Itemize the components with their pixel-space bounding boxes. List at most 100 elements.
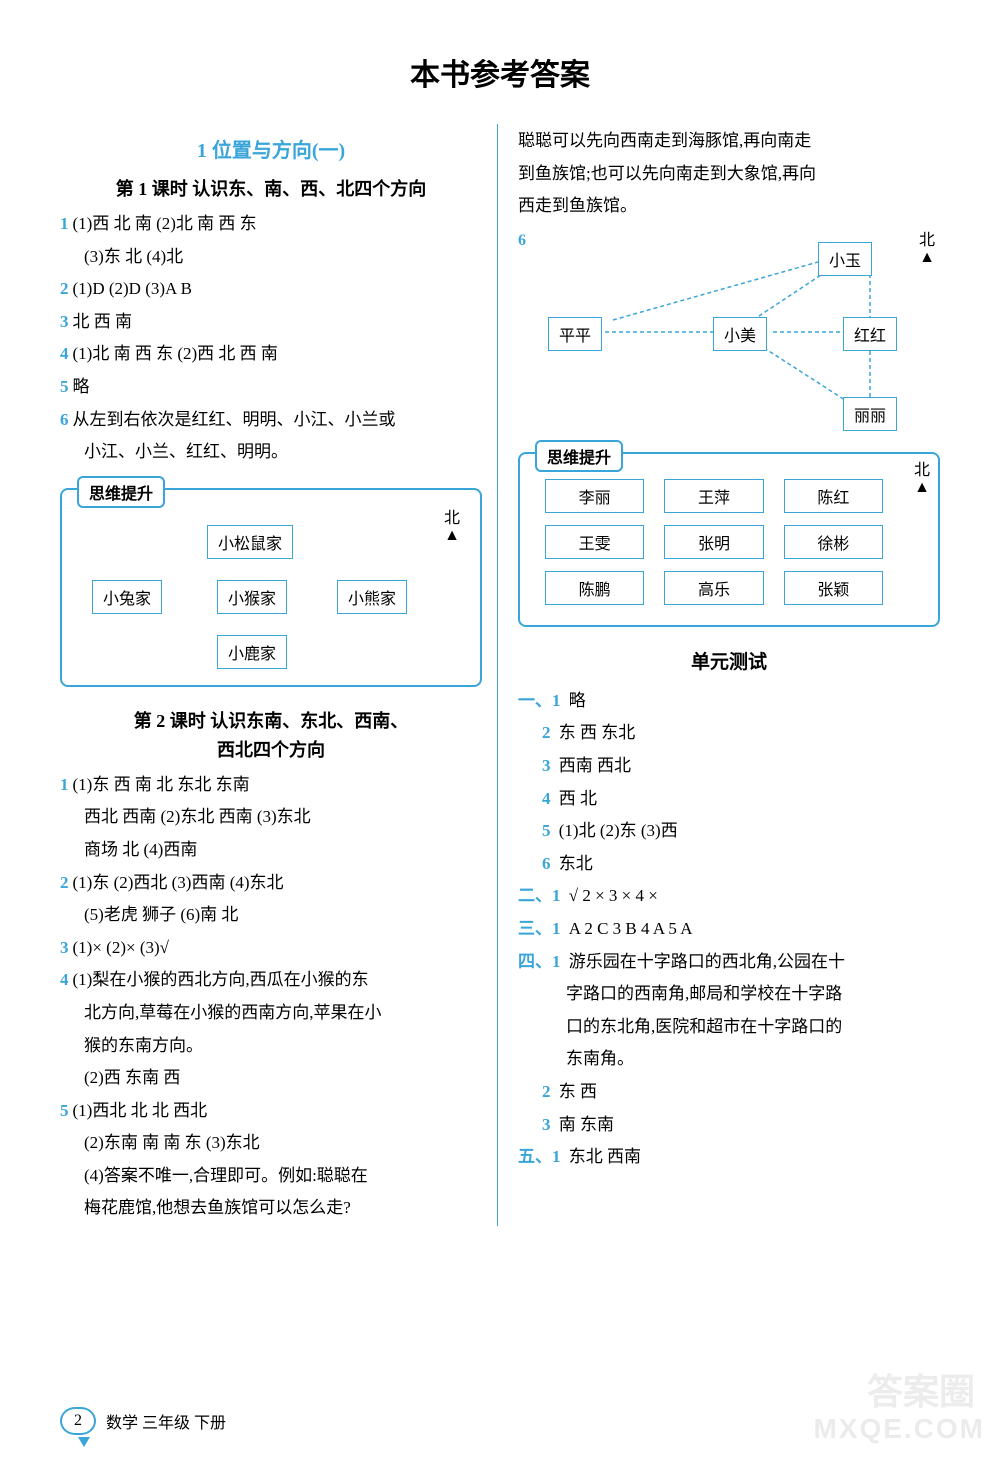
north-marker: 北▲ (919, 232, 935, 267)
answer-line: 一、1 略 (518, 686, 940, 717)
watermark-url: MXQE.COM (813, 1413, 985, 1445)
diagram-node: 小松鼠家 (207, 525, 293, 559)
q-num: 3 (60, 938, 69, 957)
watermark-cn: 答案圈 (867, 1363, 975, 1415)
answer-line: 商场 北 (4)西南 (60, 835, 482, 866)
answer-line: 3 南 东南 (518, 1110, 940, 1141)
answer-text: (1)东 (2)西北 (3)西南 (4)东北 (73, 873, 284, 892)
diagram-node: 小猴家 (217, 580, 287, 614)
page-title: 本书参考答案 (60, 50, 940, 94)
answer-text: 东 西 (559, 1082, 597, 1101)
answer-line: 东南角。 (518, 1044, 940, 1075)
q-num: 1 (552, 691, 561, 710)
lesson2-title-b: 西北四个方向 (60, 736, 482, 762)
answer-text: 东北 西南 (569, 1147, 641, 1166)
answer-text: 西南 西北 (559, 756, 631, 775)
grid-cell: 陈鹏 (545, 571, 644, 605)
answer-text: (1)西 北 南 (2)北 南 西 东 (73, 214, 257, 233)
answer-text: 从左到右依次是红红、明明、小江、小兰或 (73, 410, 396, 429)
north-marker: 北▲ (444, 510, 460, 545)
answer-text: 北 西 南 (73, 312, 133, 331)
left-column: 1 位置与方向(一) 第 1 课时 认识东、南、西、北四个方向 1(1)西 北 … (60, 124, 498, 1226)
answer-line: (2)西 东南 西 (60, 1063, 482, 1094)
right-column: 聪聪可以先向西南走到海豚馆,再向南走 到鱼族馆;也可以先向南走到大象馆,再向 西… (518, 124, 940, 1226)
q-num: 5 (60, 1101, 69, 1120)
section-num: 一、 (518, 691, 552, 710)
diagram-node: 红红 (843, 317, 897, 351)
q-num: 2 (542, 1082, 551, 1101)
section-num: 二、 (518, 886, 552, 905)
answer-line: 四、1 游乐园在十字路口的西北角,公园在十 (518, 947, 940, 978)
thinking-box-1: 思维提升 北▲ 小松鼠家 小兔家 小猴家 小熊家 小鹿家 (60, 488, 482, 687)
answer-text: 略 (569, 691, 586, 710)
answer-line: 梅花鹿馆,他想去鱼族馆可以怎么走? (60, 1193, 482, 1224)
answer-line: (5)老虎 狮子 (6)南 北 (60, 900, 482, 931)
section-heading: 1 位置与方向(一) (60, 134, 482, 163)
answer-line: 3北 西 南 (60, 307, 482, 338)
answer-line: (3)东 北 (4)北 (60, 242, 482, 273)
house-diagram: 北▲ 小松鼠家 小兔家 小猴家 小熊家 小鹿家 (77, 510, 465, 670)
answer-line: 西北 西南 (2)东北 西南 (3)东北 (60, 802, 482, 833)
answer-text: 南 东南 (559, 1115, 614, 1134)
q-num: 3 (542, 756, 551, 775)
thinking-box-2: 思维提升 北▲ 李丽 王萍 陈红 王雯 张明 徐彬 陈鹏 高乐 张颖 (518, 452, 940, 627)
answer-line: (4)答案不唯一,合理即可。例如:聪聪在 (60, 1161, 482, 1192)
intro-line: 到鱼族馆;也可以先向南走到大象馆,再向 (518, 159, 940, 190)
q-num: 6 (60, 410, 69, 429)
answer-text: 游乐园在十字路口的西北角,公园在十 (569, 952, 845, 971)
answer-text: 东北 (559, 854, 593, 873)
answer-text: 西 北 (559, 789, 597, 808)
grid-cell: 张明 (664, 525, 763, 559)
footer-tail-icon (78, 1437, 90, 1447)
answer-line: 3 西南 西北 (518, 751, 940, 782)
page-footer: 2 数学 三年级 下册 (60, 1407, 940, 1435)
answer-text: 东 西 东北 (559, 723, 636, 742)
answer-line: 小江、小兰、红红、明明。 (60, 437, 482, 468)
answer-line: 五、1 东北 西南 (518, 1142, 940, 1173)
footer-text: 数学 三年级 下册 (106, 1409, 226, 1433)
q-num: 6 (542, 854, 551, 873)
grid-cell: 高乐 (664, 571, 763, 605)
answer-line: 4(1)北 南 西 东 (2)西 北 西 南 (60, 339, 482, 370)
box-tab: 思维提升 (535, 440, 623, 472)
answer-line: 4 西 北 (518, 784, 940, 815)
answer-line: 4(1)梨在小猴的西北方向,西瓜在小猴的东 (60, 965, 482, 996)
grid-cell: 王雯 (545, 525, 644, 559)
answer-line: 5(1)西北 北 北 西北 (60, 1096, 482, 1127)
q-num: 3 (60, 312, 69, 331)
unit-test-title: 单元测试 (518, 647, 940, 674)
answer-line: 北方向,草莓在小猴的西南方向,苹果在小 (60, 998, 482, 1029)
answer-line: 字路口的西南角,邮局和学校在十字路 (518, 979, 940, 1010)
answer-line: 猴的东南方向。 (60, 1031, 482, 1062)
answer-text: √ 2 × 3 × 4 × (569, 886, 658, 905)
answer-text: (1)梨在小猴的西北方向,西瓜在小猴的东 (73, 970, 369, 989)
grid-cell: 徐彬 (784, 525, 883, 559)
answer-line: 6从左到右依次是红红、明明、小江、小兰或 (60, 405, 482, 436)
q-num: 1 (552, 952, 561, 971)
answer-line: 5 (1)北 (2)东 (3)西 (518, 816, 940, 847)
intro-line: 聪聪可以先向西南走到海豚馆,再向南走 (518, 126, 940, 157)
q-num: 5 (60, 377, 69, 396)
grid-cell: 王萍 (664, 479, 763, 513)
answer-line: (2)东南 南 南 东 (3)东北 (60, 1128, 482, 1159)
q-num: 3 (542, 1115, 551, 1134)
diagram-node: 平平 (548, 317, 602, 351)
answer-line: 2(1)D (2)D (3)A B (60, 274, 482, 305)
section-num: 四、 (518, 952, 552, 971)
answer-line: 3(1)× (2)× (3)√ (60, 933, 482, 964)
page-number: 2 (60, 1407, 96, 1435)
q-num: 4 (542, 789, 551, 808)
answer-text: (1)× (2)× (3)√ (73, 938, 169, 957)
north-marker: 北▲ (914, 462, 930, 497)
answer-line: 1(1)东 西 南 北 东北 东南 (60, 770, 482, 801)
diagram-node: 小鹿家 (217, 635, 287, 669)
content-columns: 1 位置与方向(一) 第 1 课时 认识东、南、西、北四个方向 1(1)西 北 … (60, 124, 940, 1226)
answer-text: (1)北 (2)东 (3)西 (559, 821, 678, 840)
friends-diagram: 6 北▲ 小玉 平平 小美 红红 丽丽 (518, 232, 940, 432)
q-num: 4 (60, 344, 69, 363)
answer-line: 6 东北 (518, 849, 940, 880)
grid-cell: 李丽 (545, 479, 644, 513)
answer-text: (1)D (2)D (3)A B (73, 279, 192, 298)
q-num: 1 (552, 886, 561, 905)
answer-text: 略 (73, 377, 90, 396)
